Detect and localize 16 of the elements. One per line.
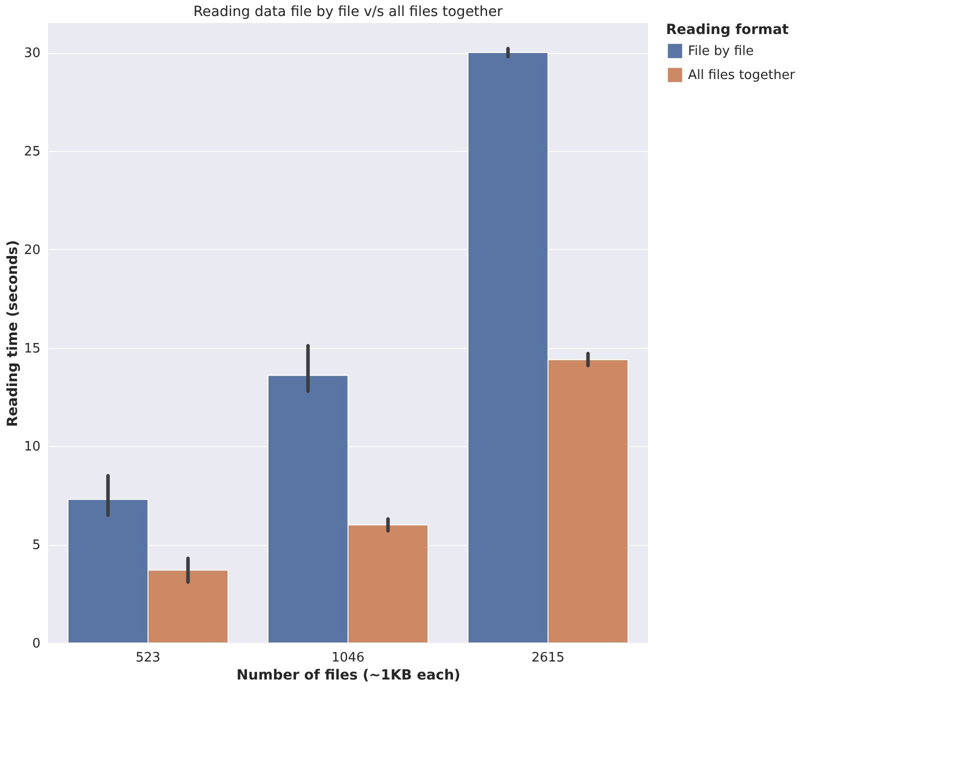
- legend-title: Reading format: [666, 22, 790, 38]
- y-tick-label: 20: [24, 242, 40, 258]
- x-axis-title: Number of files (~1KB each): [236, 668, 460, 684]
- chart-title: Reading data file by file v/s all files together: [193, 4, 503, 20]
- y-tick-label: 15: [24, 341, 40, 356]
- y-tick-label: 10: [24, 440, 40, 455]
- x-tick-label: 523: [136, 650, 160, 666]
- y-tick-label: 30: [24, 46, 40, 62]
- y-tick-label: 25: [24, 144, 40, 160]
- y-axis-title: Reading time (seconds): [4, 240, 21, 427]
- y-tick-label: 5: [32, 538, 40, 554]
- x-tick-label: 1046: [331, 650, 365, 666]
- legend-label: File by file: [688, 44, 754, 59]
- x-tick-label: 2615: [531, 650, 565, 666]
- y-tick-label: 0: [32, 636, 40, 652]
- legend-label: All files together: [688, 68, 796, 83]
